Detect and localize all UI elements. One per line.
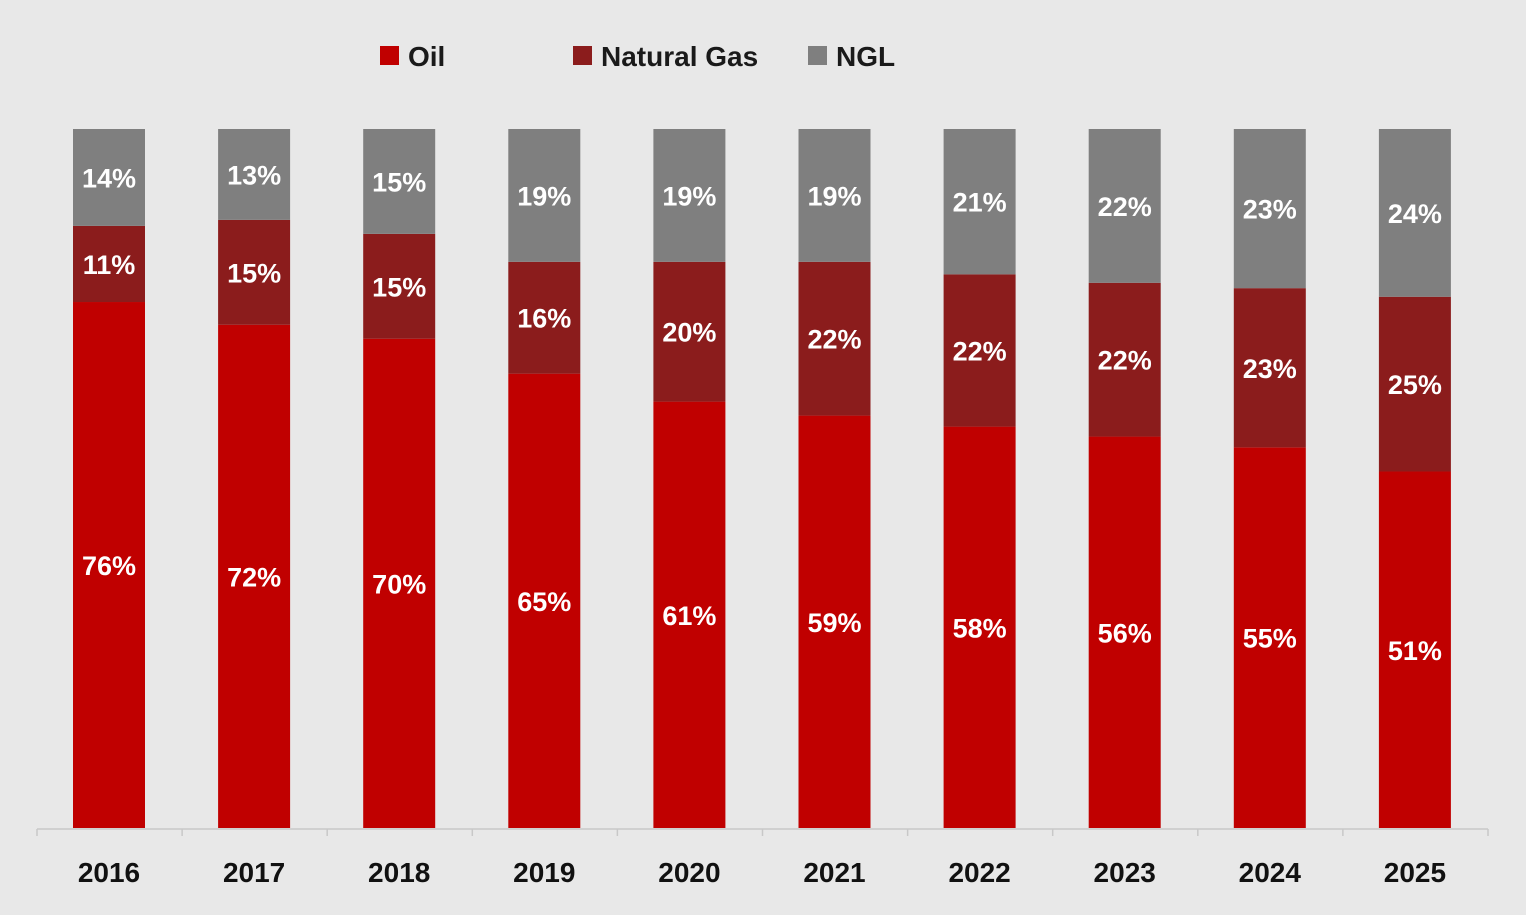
bar-2021: 59% 22% 19% [798, 129, 871, 828]
x-tick-label-2019: 2019 [513, 857, 575, 888]
data-label-ngl-2016: 14% [82, 163, 136, 193]
bar-2017: 72% 15% 13% [218, 129, 291, 828]
bar-segment-natural-gas-2025 [1378, 296, 1451, 472]
x-axis: 2016 2017 2018 2019 2020 2021 2022 2023 2024 2025 [36, 828, 1489, 888]
data-label-oil-2024: 55% [1243, 624, 1297, 654]
bar-segment-natural-gas-2019 [508, 261, 581, 374]
data-label-natural-gas-2023: 22% [1098, 346, 1152, 376]
data-label-ngl-2017: 13% [227, 160, 281, 190]
data-label-natural-gas-2024: 23% [1243, 354, 1297, 384]
x-tick-label-2020: 2020 [658, 857, 720, 888]
data-label-natural-gas-2022: 22% [953, 336, 1007, 366]
bar-segment-oil-2025 [1378, 471, 1451, 828]
data-label-ngl-2021: 19% [807, 181, 861, 211]
bar-segment-natural-gas-2021 [798, 261, 871, 416]
bar-segment-ngl-2025 [1378, 129, 1451, 297]
legend-swatch-ngl [808, 46, 827, 65]
data-label-natural-gas-2017: 15% [227, 258, 281, 288]
bar-2016: 76% 11% 14% [73, 129, 145, 829]
bar-2025: 51% 25% 24% [1378, 129, 1451, 828]
bar-segment-natural-gas-2022 [943, 274, 1016, 427]
bar-segment-oil-2020 [653, 401, 726, 828]
data-label-oil-2022: 58% [953, 613, 1007, 643]
data-label-natural-gas-2019: 16% [517, 304, 571, 334]
bar-segment-natural-gas-2020 [653, 261, 726, 402]
data-label-natural-gas-2025: 25% [1388, 370, 1442, 400]
bar-segment-ngl-2019 [508, 129, 581, 262]
bar-segment-natural-gas-2017 [218, 219, 291, 325]
x-tick-label-2021: 2021 [803, 857, 865, 888]
bar-2019: 65% 16% 19% [508, 129, 581, 828]
data-label-ngl-2023: 22% [1098, 192, 1152, 222]
legend-swatch-oil [380, 46, 399, 65]
bar-segment-oil-2021 [798, 415, 871, 828]
data-label-ngl-2022: 21% [953, 188, 1007, 218]
data-label-oil-2019: 65% [517, 587, 571, 617]
data-label-oil-2017: 72% [227, 562, 281, 592]
x-tick-label-2022: 2022 [948, 857, 1010, 888]
bar-segment-oil-2024 [1233, 447, 1306, 828]
bar-segment-oil-2018 [363, 338, 436, 828]
bar-segment-natural-gas-2024 [1233, 288, 1306, 448]
data-label-oil-2023: 56% [1098, 618, 1152, 648]
legend-swatch-natural-gas [573, 46, 592, 65]
legend-label-oil: Oil [408, 41, 445, 72]
x-tick-label-2025: 2025 [1384, 857, 1446, 888]
data-label-ngl-2018: 15% [372, 167, 426, 197]
bar-segment-ngl-2023 [1088, 129, 1161, 283]
legend: Oil Natural Gas NGL [380, 41, 895, 72]
bar-segment-ngl-2020 [653, 129, 726, 262]
x-tick-label-2016: 2016 [78, 857, 140, 888]
bar-segment-oil-2022 [943, 426, 1016, 828]
data-label-oil-2020: 61% [662, 601, 716, 631]
bar-segment-ngl-2024 [1233, 129, 1306, 289]
data-label-ngl-2025: 24% [1388, 199, 1442, 229]
bar-segment-ngl-2018 [363, 129, 436, 234]
bar-2020: 61% 20% 19% [653, 129, 726, 828]
data-label-ngl-2019: 19% [517, 181, 571, 211]
data-label-oil-2016: 76% [82, 551, 136, 581]
bars-group: 76% 11% 14% 72% 15% 13% 70% 15% 15% 65% 16% 19% 61% 2… [73, 129, 1451, 829]
legend-label-ngl: NGL [836, 41, 895, 72]
bar-segment-ngl-2017 [218, 129, 291, 220]
data-label-oil-2025: 51% [1388, 636, 1442, 666]
bar-2023: 56% 22% 22% [1088, 129, 1161, 828]
data-label-natural-gas-2018: 15% [372, 272, 426, 302]
bar-segment-oil-2023 [1088, 436, 1161, 828]
x-tick-label-2018: 2018 [368, 857, 430, 888]
bar-segment-oil-2019 [508, 373, 581, 828]
bar-segment-oil-2017 [218, 324, 291, 828]
bar-2018: 70% 15% 15% [363, 129, 436, 828]
bar-2022: 58% 22% 21% [943, 129, 1016, 828]
x-tick-label-2017: 2017 [223, 857, 285, 888]
bar-segment-oil-2016 [73, 302, 145, 829]
data-label-ngl-2020: 19% [662, 181, 716, 211]
bar-segment-ngl-2022 [943, 129, 1016, 275]
x-tick-label-2023: 2023 [1094, 857, 1156, 888]
bar-segment-natural-gas-2023 [1088, 282, 1161, 437]
legend-item-oil: Oil [380, 41, 445, 72]
bar-segment-natural-gas-2018 [363, 233, 436, 339]
legend-item-ngl: NGL [808, 41, 895, 72]
bar-segment-ngl-2016 [73, 129, 145, 226]
bar-2024: 55% 23% 23% [1233, 129, 1306, 828]
data-label-natural-gas-2021: 22% [807, 325, 861, 355]
legend-label-natural-gas: Natural Gas [601, 41, 758, 72]
bar-segment-natural-gas-2016 [73, 225, 145, 303]
bar-segment-ngl-2021 [798, 129, 871, 262]
data-label-oil-2021: 59% [807, 608, 861, 638]
x-tick-label-2024: 2024 [1239, 857, 1302, 888]
data-label-natural-gas-2016: 11% [83, 250, 136, 280]
data-label-natural-gas-2020: 20% [662, 318, 716, 348]
legend-item-natural-gas: Natural Gas [573, 41, 758, 72]
data-label-ngl-2024: 23% [1243, 195, 1297, 225]
data-label-oil-2018: 70% [372, 569, 426, 599]
